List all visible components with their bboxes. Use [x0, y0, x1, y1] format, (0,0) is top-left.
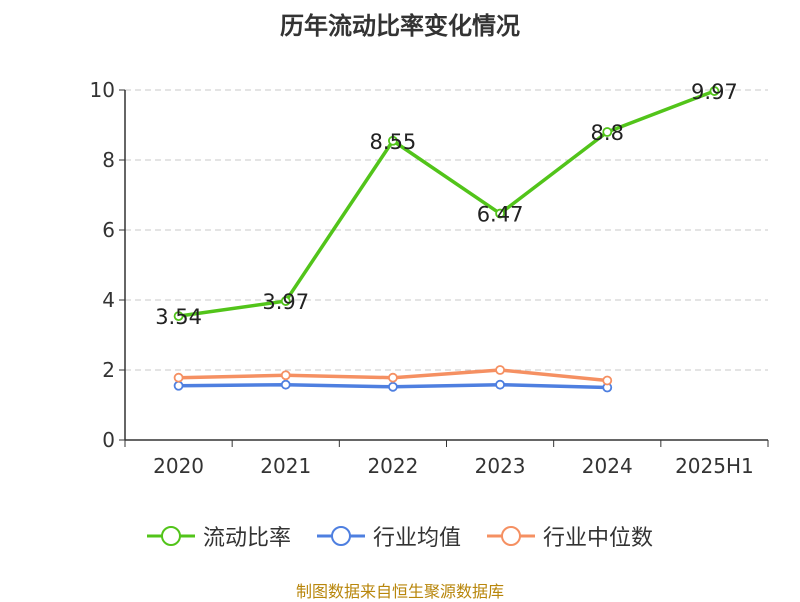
data-point: [280, 379, 291, 390]
x-tick-label: 2025H1: [675, 454, 754, 478]
data-label: 6.47: [477, 203, 524, 227]
y-tick-label: 2: [102, 358, 115, 382]
x-tick-label: 2023: [475, 454, 526, 478]
data-point: [602, 375, 613, 386]
data-label: 8.8: [591, 121, 624, 145]
legend-item[interactable]: 行业中位数: [487, 520, 653, 552]
data-point: [280, 370, 291, 381]
legend-label: 行业中位数: [543, 526, 654, 551]
data-point: [709, 86, 720, 96]
legend-item[interactable]: 行业均值: [316, 520, 461, 552]
data-point: [495, 379, 505, 390]
data-label: 3.97: [262, 290, 309, 314]
x-tick-label: 2024: [582, 454, 633, 478]
x-tick-label: 2021: [260, 454, 311, 478]
data-point: [388, 381, 398, 392]
data-label: 8.55: [370, 130, 417, 154]
series-line: [178, 89, 716, 318]
data-point: [280, 296, 291, 306]
source-note: 制图数据来自恒生聚源数据库: [295, 582, 504, 601]
data-point: [388, 135, 398, 146]
y-tick-label: 10: [90, 78, 115, 102]
data-label: 9.97: [691, 80, 738, 104]
data-point: [173, 311, 184, 322]
y-tick-label: 4: [102, 288, 115, 312]
data-point: [495, 365, 505, 375]
data-point: [602, 127, 613, 137]
data-point: [388, 372, 398, 383]
y-tick-label: 0: [102, 428, 115, 452]
legend-label: 流动比率: [202, 526, 291, 551]
data-point: [495, 208, 505, 219]
legend-item[interactable]: 流动比率: [146, 520, 291, 552]
y-tick-label: 8: [102, 148, 115, 172]
legend-label: 行业均值: [372, 526, 461, 551]
data-point: [173, 372, 184, 383]
x-tick-label: 2020: [153, 454, 204, 478]
data-label: 3.54: [155, 305, 202, 329]
legend-swatch-icon: [316, 526, 365, 546]
x-tick-label: 2022: [367, 454, 418, 478]
data-point: [173, 380, 184, 391]
legend-swatch-icon: [146, 526, 195, 546]
chart-title: 历年流动比率变化情况: [280, 12, 520, 40]
y-tick-label: 6: [102, 218, 115, 242]
legend: 流动比率 行业均值 行业中位数: [0, 520, 800, 552]
legend-swatch-icon: [487, 526, 535, 546]
